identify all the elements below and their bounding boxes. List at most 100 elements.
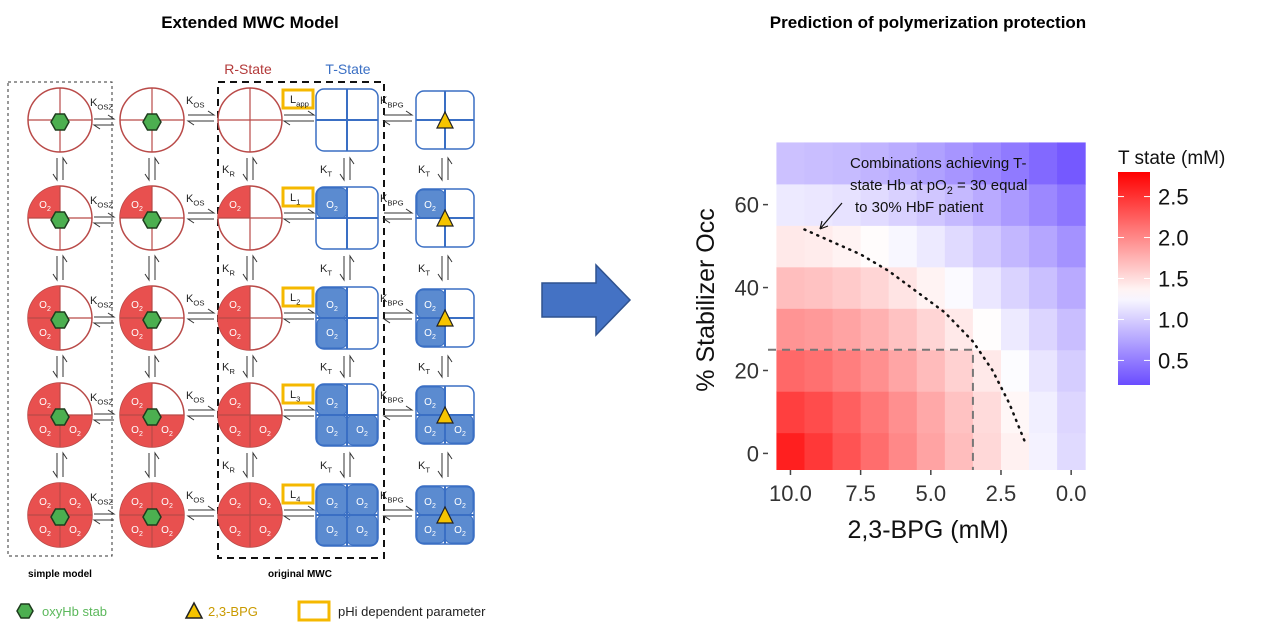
heatmap-cell — [945, 308, 974, 350]
equilibrium-arrow — [94, 520, 114, 524]
label-sub: R — [229, 268, 235, 277]
equilibrium-arrow — [438, 256, 442, 280]
equilibrium-arrow — [188, 406, 214, 410]
stabilizer — [51, 509, 69, 525]
equilibrium-arrow — [340, 356, 344, 377]
label-sub: 2 — [47, 403, 51, 410]
heatmap-cell — [776, 142, 805, 184]
heatmap-cell — [1057, 225, 1086, 267]
equilibrium-arrow — [340, 256, 344, 280]
x-tick-label: 2.5 — [986, 481, 1017, 506]
label-sub: 2 — [267, 431, 271, 438]
label-sub: 2 — [77, 431, 81, 438]
equilibrium-arrow — [384, 506, 412, 510]
label-sub: app — [296, 99, 309, 108]
equilibrium-arrow — [384, 319, 412, 323]
sub-label: KOSZ — [90, 295, 113, 309]
label-sub: 2 — [364, 503, 368, 510]
heatmap-cell — [861, 225, 890, 267]
label-sub: 2 — [432, 531, 436, 538]
heatmap-cell — [1057, 391, 1086, 433]
equilibrium-arrow — [384, 219, 412, 223]
label-sub: OS — [193, 395, 204, 404]
equilibrium-arrow — [384, 111, 412, 115]
label-sub: 2 — [139, 334, 143, 341]
sub-label: KT — [320, 164, 332, 178]
label-sub: 2 — [237, 334, 241, 341]
stabilizer — [51, 312, 69, 328]
label-sub: OS — [193, 198, 204, 207]
equilibrium-arrow — [350, 356, 354, 377]
equilibrium-arrow — [145, 256, 149, 280]
label-sub: BPG — [387, 298, 403, 307]
label-sub: OS — [193, 495, 204, 504]
sub-label: KOS — [186, 95, 204, 109]
heatmap-cell — [804, 350, 833, 392]
equilibrium-arrow — [243, 356, 247, 377]
label-sub: 2 — [169, 531, 173, 538]
label-sub: 2 — [139, 503, 143, 510]
equilibrium-arrow — [253, 256, 257, 280]
label-sub: 2 — [334, 334, 338, 341]
label-sub: 4 — [296, 494, 301, 503]
equilibrium-arrow — [53, 256, 57, 280]
sub-label: KT — [418, 263, 430, 277]
equilibrium-arrow — [350, 453, 354, 477]
equilibrium-arrow — [145, 453, 149, 477]
stabilizer — [51, 114, 69, 130]
label-sub: BPG — [387, 395, 403, 404]
group-label: original MWC — [268, 569, 332, 580]
equilibrium-arrow — [253, 356, 257, 377]
x-axis-label: 2,3-BPG (mM) — [847, 516, 1008, 544]
equilibrium-arrow — [253, 158, 257, 180]
equilibrium-arrow — [438, 453, 442, 477]
heatmap-cell — [945, 225, 974, 267]
heatmap-cell — [889, 225, 918, 267]
label-sub: OSZ — [97, 397, 113, 406]
sub-label: KOSZ — [90, 195, 113, 209]
stabilizer — [143, 509, 161, 525]
label-sub: 2 — [139, 206, 143, 213]
heatmap-cell — [833, 267, 862, 309]
stabilizer — [143, 409, 161, 425]
colorbar-label: 2.5 — [1158, 185, 1189, 210]
label-sub: 2 — [47, 334, 51, 341]
y-tick-label: 0 — [747, 441, 759, 466]
heatmap-cell — [833, 433, 862, 475]
heatmap-cell — [1057, 267, 1086, 309]
heatmap-cell — [945, 433, 974, 475]
heatmap-cell — [804, 308, 833, 350]
label-sub: T — [425, 465, 430, 474]
label-sub: BPG — [387, 198, 403, 207]
y-tick-label: 60 — [735, 193, 759, 218]
equilibrium-arrow — [155, 256, 159, 280]
equilibrium-arrow — [384, 121, 412, 125]
equilibrium-arrow — [253, 453, 257, 477]
heatmap-cell — [1029, 433, 1058, 475]
sub-label: KR — [222, 164, 235, 178]
equilibrium-arrow — [188, 209, 214, 213]
sub-label: KT — [320, 362, 332, 376]
heatmap-cell — [1001, 350, 1030, 392]
label-sub: 2 — [47, 306, 51, 313]
figure: Extended MWC Model Prediction of polymer… — [0, 0, 1278, 632]
flow-arrow — [542, 265, 630, 335]
heatmap-cell — [804, 225, 833, 267]
heatmap-cell — [776, 184, 805, 226]
heatmap-cell — [973, 433, 1002, 475]
equilibrium-arrow — [155, 356, 159, 377]
legend-label: pHi dependent parameter — [338, 604, 486, 619]
heatmap-cell — [1029, 184, 1058, 226]
equilibrium-arrow — [94, 213, 114, 217]
heatmap-cell — [861, 433, 890, 475]
equilibrium-arrow — [63, 356, 67, 377]
heatmap-cell — [833, 350, 862, 392]
equilibrium-arrow — [448, 453, 452, 477]
equilibrium-arrow — [340, 453, 344, 477]
label-sub: 2 — [364, 431, 368, 438]
equilibrium-arrow — [188, 219, 214, 223]
label-sub: 2 — [237, 531, 241, 538]
heatmap-cell — [1001, 433, 1030, 475]
equilibrium-arrow — [63, 256, 67, 280]
legend-title: T state (mM) — [1118, 148, 1225, 169]
